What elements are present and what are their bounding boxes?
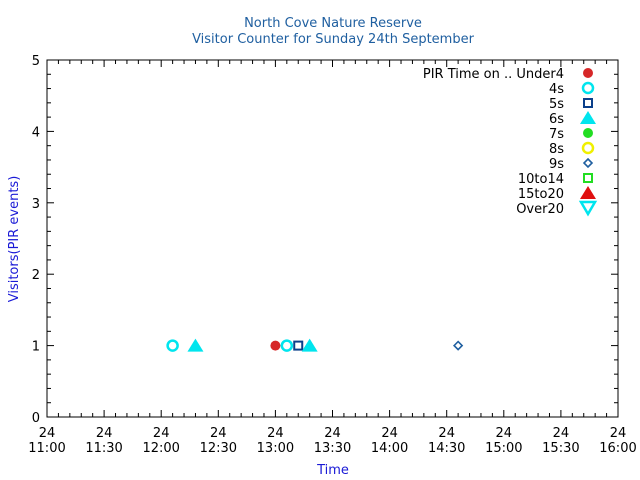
y-tick-label: 4 [32, 125, 40, 140]
x-tick-day-label: 24 [553, 426, 570, 441]
legend-marker [582, 157, 594, 169]
legend-entry-label: 8s [549, 142, 564, 157]
data-point [166, 339, 179, 352]
legend-marker [583, 173, 593, 183]
data-point [187, 338, 204, 352]
y-axis-label: Visitors(PIR events) [7, 176, 22, 303]
x-tick-time-label: 11:30 [85, 441, 122, 456]
legend-marker [583, 68, 593, 78]
x-tick-time-label: 14:30 [428, 441, 465, 456]
x-tick-time-label: 12:00 [142, 441, 179, 456]
legend-entry-label: 7s [549, 127, 564, 142]
x-tick-day-label: 24 [381, 426, 398, 441]
y-tick-label: 0 [32, 411, 40, 426]
x-tick-day-label: 24 [267, 426, 284, 441]
data-point [280, 339, 294, 352]
data-point [270, 340, 281, 351]
x-tick-day-label: 24 [496, 426, 513, 441]
x-tick-time-label: 13:00 [257, 441, 294, 456]
data-points [166, 338, 464, 352]
legend-marker [583, 98, 593, 108]
y-tick-label: 2 [32, 268, 40, 283]
legend-entry-label: PIR Time on .. Under4 [423, 67, 564, 82]
legend-marker [581, 81, 595, 95]
legend-entry-label: 9s [549, 157, 564, 172]
chart-title-line-2: Visitor Counter for Sunday 24th Septembe… [192, 32, 475, 47]
x-tick-day-label: 24 [610, 426, 627, 441]
plot-frame [46, 59, 619, 418]
x-tick-time-label: 15:30 [542, 441, 579, 456]
x-tick-time-label: 11:00 [28, 441, 65, 456]
legend-entry-label: 6s [549, 112, 564, 127]
data-point [293, 340, 304, 351]
x-tick-time-label: 16:00 [599, 441, 636, 456]
x-tick-day-label: 24 [153, 426, 170, 441]
legend-marker [580, 111, 596, 124]
data-point [301, 338, 318, 352]
y-axis-ticks: 0 1 2 3 4 5 [32, 54, 618, 426]
legend-entry-label: 15to20 [518, 187, 564, 202]
x-axis-ticks: 2411:002411:302412:002412:302413:002413:… [28, 60, 637, 456]
x-tick-time-label: 15:00 [485, 441, 522, 456]
y-tick-label: 3 [32, 197, 40, 212]
legend-entry-label: Over20 [516, 202, 564, 217]
legend-marker [580, 186, 596, 199]
x-tick-day-label: 24 [438, 426, 455, 441]
legend-entry-label: 10to14 [518, 172, 564, 187]
legend-entry-label: 5s [549, 97, 564, 112]
legend-marker [581, 141, 595, 155]
x-tick-time-label: 12:30 [200, 441, 237, 456]
y-tick-label: 5 [32, 54, 40, 69]
x-tick-day-label: 24 [210, 426, 227, 441]
x-tick-day-label: 24 [96, 426, 113, 441]
legend-entry-label: 4s [549, 82, 564, 97]
x-tick-day-label: 24 [39, 426, 56, 441]
legend-marker [583, 128, 593, 138]
x-tick-time-label: 13:30 [314, 441, 351, 456]
x-tick-day-label: 24 [324, 426, 341, 441]
legend: PIR Time on .. Under44s5s6s7s8s9s10to141… [423, 67, 598, 217]
chart-title-line-1: North Cove Nature Reserve [244, 16, 422, 31]
legend-marker [578, 200, 598, 217]
data-point [452, 340, 464, 351]
x-tick-time-label: 14:00 [371, 441, 408, 456]
y-tick-label: 1 [32, 340, 40, 355]
x-axis-label: Time [316, 463, 349, 478]
